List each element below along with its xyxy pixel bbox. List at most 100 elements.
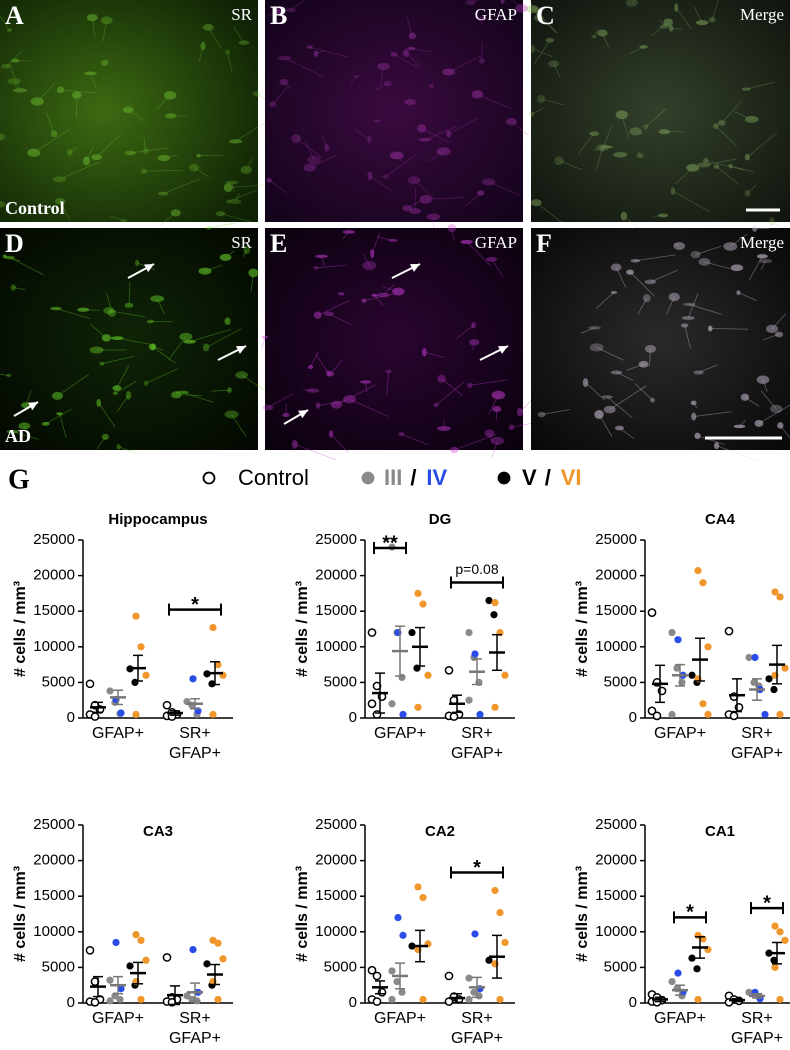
- fiber: [208, 222, 235, 229]
- data-point: [688, 954, 696, 962]
- cell: [460, 239, 473, 244]
- fiber: [601, 124, 613, 151]
- cell: [188, 163, 200, 172]
- cell: [385, 369, 392, 373]
- fiber: [637, 297, 648, 315]
- fiber: [631, 0, 637, 4]
- y-tick-label: 0: [629, 709, 637, 726]
- micrograph: [265, 228, 523, 450]
- legend-label: V: [522, 465, 537, 490]
- fiber: [704, 261, 731, 270]
- cell: [165, 113, 177, 119]
- texture: [266, 0, 529, 229]
- x-tick-label: SR+: [179, 725, 211, 742]
- y-tick-label: 10000: [595, 638, 637, 655]
- fiber: [377, 236, 393, 241]
- cell: [124, 150, 136, 156]
- x-tick-label: SR+: [461, 1010, 493, 1027]
- cell: [446, 130, 451, 138]
- cell: [238, 40, 250, 45]
- fiber: [168, 336, 187, 360]
- cell: [361, 298, 367, 303]
- cell: [481, 178, 496, 186]
- fiber: [491, 440, 498, 458]
- data-point: [501, 938, 509, 947]
- cell: [674, 3, 679, 12]
- y-tick-label: 20000: [595, 852, 637, 869]
- data-point: [490, 611, 498, 619]
- y-tick-label: 25000: [595, 816, 637, 833]
- fiber: [532, 48, 553, 57]
- fiber: [290, 0, 306, 11]
- x-tick-label: SR+: [179, 1010, 211, 1027]
- fiber: [593, 146, 607, 151]
- cell: [315, 402, 321, 409]
- data-point: [765, 675, 773, 683]
- fiber: [411, 48, 432, 53]
- fiber: [106, 293, 113, 314]
- cell: [398, 431, 405, 437]
- fiber: [349, 398, 389, 417]
- cell: [4, 255, 16, 260]
- cell: [146, 319, 154, 324]
- chart-title: CA3: [143, 823, 173, 840]
- x-tick-label: GFAP+: [654, 725, 706, 742]
- data-point: [471, 650, 479, 658]
- fiber: [693, 411, 732, 417]
- cell: [124, 302, 134, 308]
- data-point: [485, 596, 493, 605]
- fiber: [310, 351, 319, 368]
- cell: [680, 323, 689, 328]
- data-point: [106, 976, 114, 984]
- data-point: [398, 988, 406, 996]
- fiber: [738, 292, 757, 301]
- cell: [402, 205, 413, 212]
- cell: [754, 419, 764, 427]
- fiber: [36, 83, 56, 102]
- fiber: [60, 89, 96, 94]
- data-point: [673, 664, 681, 672]
- cell: [426, 213, 441, 220]
- cell: [52, 176, 67, 183]
- cell: [691, 412, 697, 421]
- cell: [101, 334, 111, 342]
- cell: [484, 429, 495, 438]
- fiber: [675, 167, 694, 185]
- fiber: [309, 46, 349, 58]
- cell: [588, 325, 601, 330]
- cell: [200, 41, 206, 51]
- fiber: [407, 198, 424, 209]
- data-point: [771, 963, 779, 972]
- cell: [307, 155, 321, 165]
- fiber: [340, 293, 344, 296]
- panel-label: SR: [231, 5, 252, 24]
- data-point: [652, 711, 662, 721]
- cell: [610, 290, 618, 294]
- fiber: [602, 32, 610, 48]
- fiber: [635, 131, 643, 135]
- fiber: [595, 147, 604, 172]
- fiber: [189, 328, 232, 343]
- fiber: [330, 359, 343, 375]
- cell: [752, 225, 758, 232]
- y-tick-label: 25000: [315, 531, 357, 548]
- y-tick-label: 5000: [604, 958, 637, 975]
- legend-marker: [361, 471, 375, 485]
- cell: [261, 335, 269, 339]
- cell: [179, 332, 193, 341]
- cell: [150, 295, 165, 303]
- fiber: [629, 271, 655, 297]
- y-tick-label: 15000: [315, 602, 357, 619]
- fiber: [317, 300, 350, 316]
- y-tick-label: 5000: [324, 673, 357, 690]
- cell: [599, 145, 613, 149]
- x-tick-label: GFAP+: [654, 1010, 706, 1027]
- cell: [307, 365, 314, 370]
- y-tick-label: 20000: [315, 567, 357, 584]
- cell: [103, 307, 115, 315]
- fiber: [46, 112, 55, 134]
- cell: [164, 91, 177, 100]
- cell: [659, 24, 670, 29]
- cell: [723, 242, 738, 251]
- data-point: [399, 710, 407, 719]
